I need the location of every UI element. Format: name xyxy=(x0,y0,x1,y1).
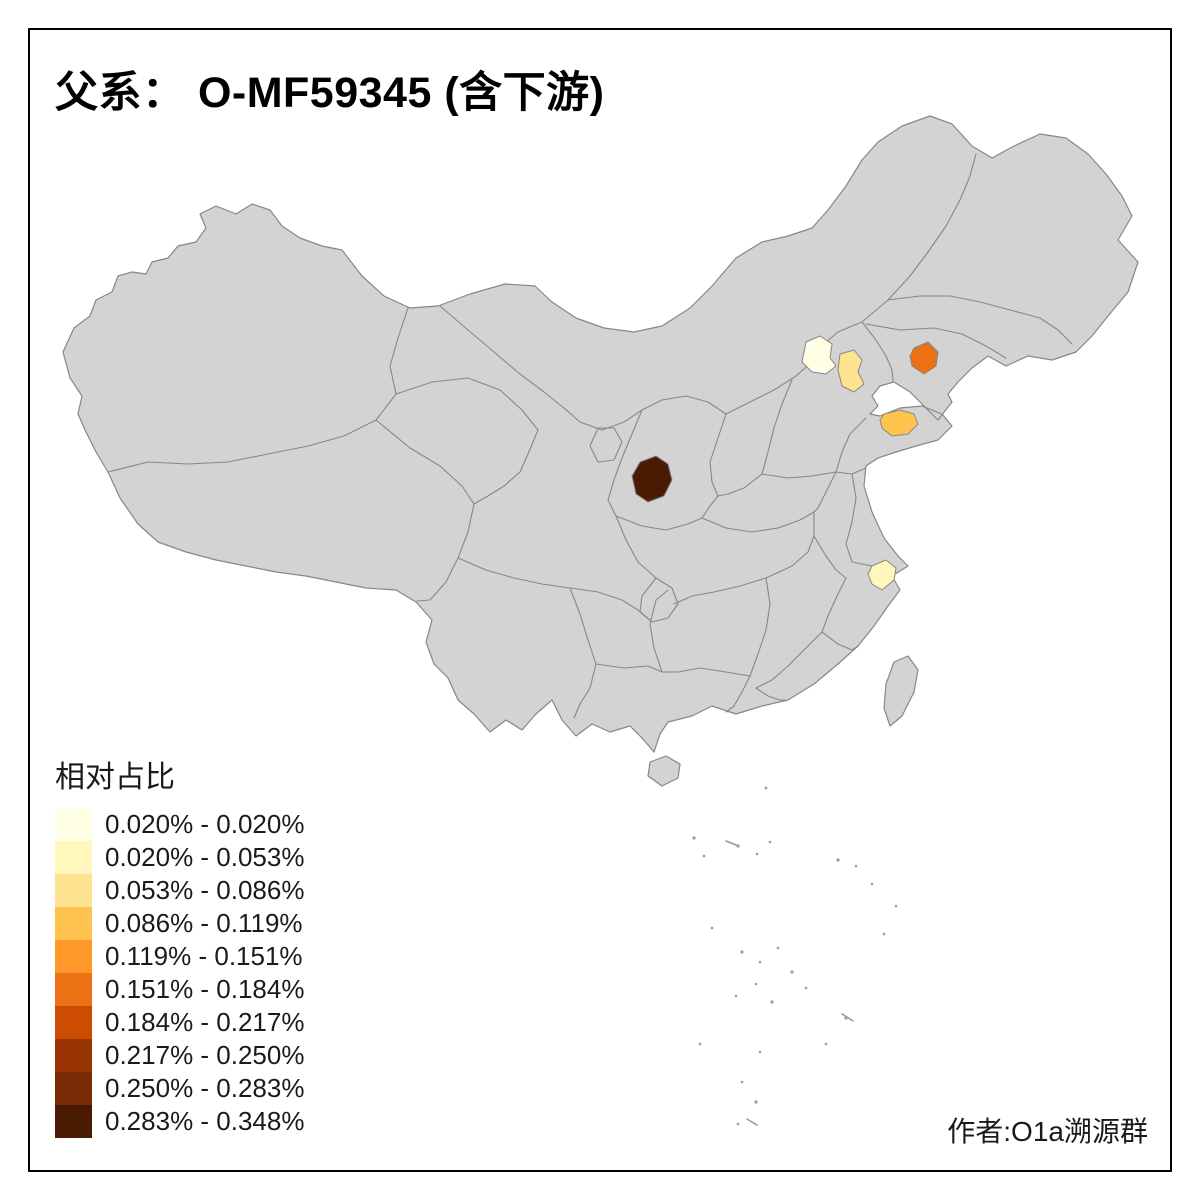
legend-label: 0.020% - 0.053% xyxy=(105,842,305,872)
legend-label: 0.119% - 0.151% xyxy=(105,941,303,971)
region-shanghai-area xyxy=(867,559,897,591)
mainland-outline xyxy=(62,115,1139,753)
legend-title: 相对占比 xyxy=(55,761,175,794)
legend-swatch xyxy=(55,841,92,874)
legend-row: 0.020% - 0.053% xyxy=(55,841,304,874)
region-beijing-area xyxy=(801,335,837,375)
legend-row: 0.119% - 0.151% xyxy=(55,940,304,973)
province-borders xyxy=(107,153,1073,719)
legend-swatch xyxy=(55,808,92,841)
legend-label: 0.217% - 0.250% xyxy=(105,1040,305,1070)
legend-label: 0.020% - 0.020% xyxy=(105,809,305,839)
legend: 相对占比 0.020% - 0.020% 0.020% - 0.053% 0.053… xyxy=(55,752,304,1138)
legend-label: 0.283% - 0.348% xyxy=(105,1106,305,1136)
legend-row: 0.250% - 0.283% xyxy=(55,1072,304,1105)
legend-swatch xyxy=(55,1039,92,1072)
legend-label: 0.053% - 0.086% xyxy=(105,875,305,905)
legend-row: 0.020% - 0.020% xyxy=(55,808,304,841)
region-shandong-area xyxy=(879,409,919,437)
legend-swatch xyxy=(55,1105,92,1138)
legend-row: 0.086% - 0.119% xyxy=(55,907,304,940)
region-shaanxi-area xyxy=(631,455,673,503)
legend-label: 0.086% - 0.119% xyxy=(105,908,303,938)
south-china-sea-islands xyxy=(692,786,898,1126)
legend-row: 0.217% - 0.250% xyxy=(55,1039,304,1072)
region-tianjin-area xyxy=(837,349,865,393)
legend-row: 0.151% - 0.184% xyxy=(55,973,304,1006)
legend-swatch xyxy=(55,907,92,940)
plot-title: 父系： O-MF59345 (含下游) xyxy=(55,69,605,117)
highlighted-regions xyxy=(631,335,939,591)
region-liaoning-area xyxy=(909,341,939,375)
legend-row: 0.283% - 0.348% xyxy=(55,1105,304,1138)
legend-label: 0.184% - 0.217% xyxy=(105,1007,305,1037)
legend-label: 0.250% - 0.283% xyxy=(105,1073,305,1103)
legend-rows: 0.020% - 0.020% 0.020% - 0.053% 0.053% - 0… xyxy=(55,808,304,1138)
legend-swatch xyxy=(55,1072,92,1105)
author-credit: 作者:O1a溯源群 xyxy=(947,1116,1148,1147)
legend-swatch xyxy=(55,973,92,1006)
taiwan-island xyxy=(883,655,919,727)
legend-swatch xyxy=(55,874,92,907)
legend-row: 0.184% - 0.217% xyxy=(55,1006,304,1039)
legend-label: 0.151% - 0.184% xyxy=(105,974,305,1004)
legend-swatch xyxy=(55,1006,92,1039)
legend-row: 0.053% - 0.086% xyxy=(55,874,304,907)
legend-swatch xyxy=(55,940,92,973)
hainan-island xyxy=(647,755,681,787)
